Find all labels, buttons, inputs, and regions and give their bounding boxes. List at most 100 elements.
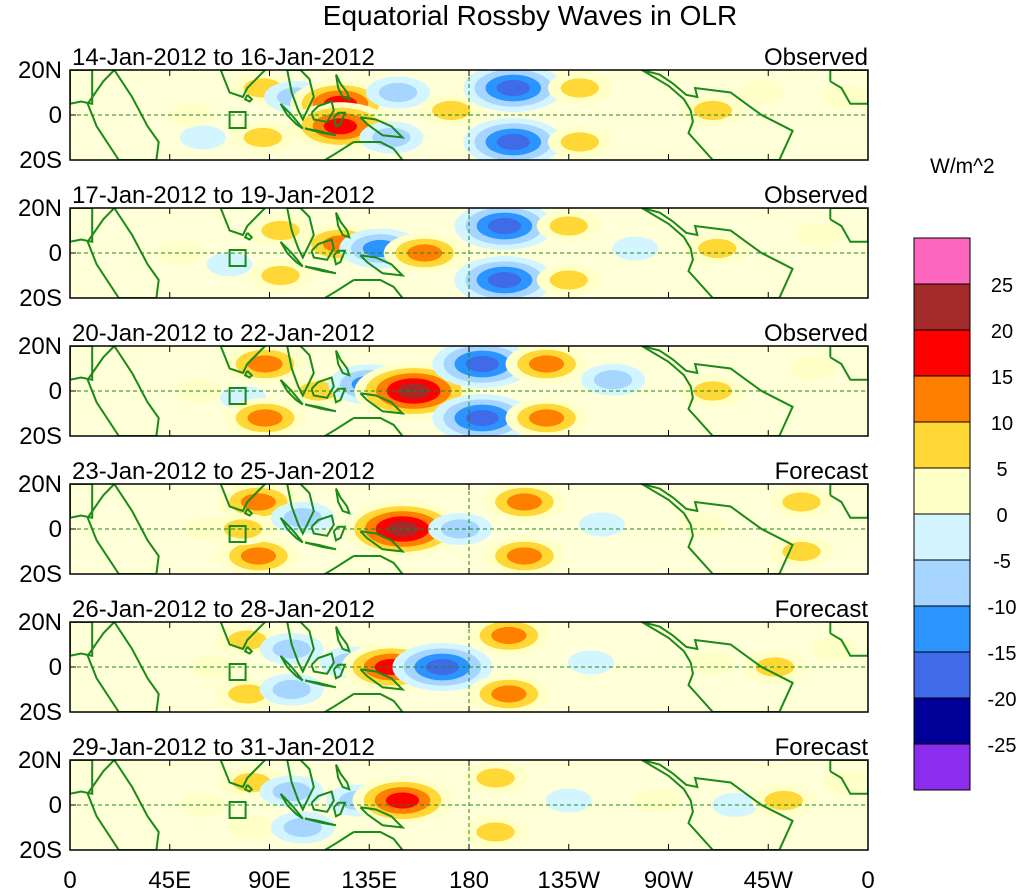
marker-box [228,111,247,129]
coastline [332,801,347,818]
coastline [641,760,794,850]
anomaly-blob [505,398,588,436]
panel-period: 17-Jan-2012 to 19-Jan-2012 [72,182,375,209]
y-tick-label: 0 [49,240,62,267]
panel-period: 26-Jan-2012 to 28-Jan-2012 [72,596,375,623]
anomaly-blob [157,241,204,265]
contour-band [822,770,868,795]
colorbar-swatch [913,283,971,331]
coastline [641,484,794,574]
contour-band [496,80,530,96]
contour-band [272,679,311,700]
coastline [219,70,267,99]
colorbar-label: -20 [988,689,1017,711]
coastline [70,70,94,106]
anomaly-blob [796,223,843,247]
coastline [304,541,337,551]
contour-band [385,792,420,809]
coastline [310,100,335,123]
coastline [304,127,337,137]
x-tick-label: 0 [63,867,76,890]
anomaly-blob [536,210,601,242]
coastline [219,346,267,375]
contour-band [738,80,785,105]
coastlines [70,208,868,298]
coastline [322,141,404,160]
y-tick-label: 20N [18,57,62,84]
coastline [243,784,254,793]
coastline [829,208,868,243]
contour-band [782,541,821,562]
y-tick-label: 20N [18,333,62,360]
coastline [829,70,868,105]
x-tick-label: 90W [644,867,694,890]
chart-title: Equatorial Rossby Waves in OLR [322,0,738,31]
colorbar-swatch [913,421,971,469]
anomaly-blob [224,398,307,436]
contour-band [560,78,600,98]
contour-band [283,817,322,838]
panel-1: 20N 0 20S 14-Jan-2012 to 16-Jan-2012 Observe… [18,44,869,174]
marker-box [228,387,247,405]
anomaly-blob [769,486,834,518]
coastline [335,74,351,101]
coastline [279,241,304,268]
contour-band [247,409,283,427]
panel-status: Observed [764,44,868,71]
contour-band [506,547,542,565]
colorbar-swatch [913,651,971,699]
coastline [335,212,351,239]
coastline [219,484,267,513]
anomaly-blob [678,512,725,537]
coastline [286,208,315,260]
coastline [322,417,404,436]
contour-band [465,356,499,372]
y-tick-label: 20N [18,195,62,222]
contour-band [240,493,276,511]
anomaly-blob [581,363,646,396]
coastline [359,254,406,277]
contour-band [789,356,836,381]
y-tick-label: 20S [19,423,62,450]
contour-band [228,684,267,704]
coastline [243,232,254,241]
marker-box [228,249,247,267]
contour-band [545,788,592,813]
anomaly-blob [738,80,785,105]
coastline [829,622,868,657]
x-tick-label: 135E [341,867,397,890]
coastline [641,70,794,160]
contour-band [240,547,276,565]
y-tick-label: 20N [18,747,62,774]
coastline [70,484,94,520]
anomaly-blob [432,394,533,436]
coastline [829,760,868,795]
coastlines [70,70,868,160]
anomaly-blob [454,256,555,298]
coastline [86,208,160,298]
colorbar-label: -15 [988,643,1017,665]
x-tick-label: 180 [449,867,489,890]
contour-band [593,370,633,390]
contour-band [157,241,204,265]
contour-band [261,265,300,286]
coastline [279,379,304,406]
anomaly-blob [789,356,836,381]
contour-band [228,815,275,840]
coastline [286,484,315,536]
x-tick-label: 45W [744,867,794,890]
contour-band [465,410,499,426]
contour-band [678,512,725,537]
contour-band [491,626,527,645]
anomaly-blob [822,770,868,795]
coastline [310,376,335,399]
anomaly-blob [224,346,307,384]
coastline [286,70,315,122]
contour-band [529,409,565,427]
y-tick-label: 0 [49,792,62,819]
anomaly-blob [579,512,625,537]
coastline [641,622,794,712]
coastline [286,760,315,812]
colorbar-label: 20 [991,321,1013,343]
